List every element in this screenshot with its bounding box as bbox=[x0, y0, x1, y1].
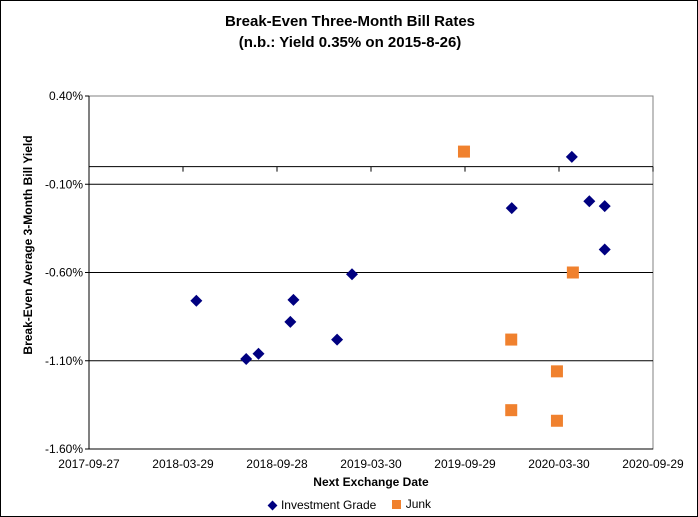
investment-grade-point bbox=[345, 268, 358, 281]
investment-grade-point bbox=[284, 315, 297, 328]
y-axis-label: Break-Even Average 3-Month Bill Yield bbox=[21, 135, 35, 354]
legend-label: Investment Grade bbox=[280, 498, 377, 512]
junk-point bbox=[550, 414, 563, 427]
junk-point bbox=[457, 145, 470, 158]
investment-grade-point bbox=[598, 243, 611, 256]
chart-title: Break-Even Three-Month Bill Rates bbox=[224, 13, 476, 30]
legend-item-junk: Junk bbox=[391, 497, 432, 511]
x-tick-label: 2019-03-30 bbox=[340, 457, 402, 471]
y-tick-label: -0.10% bbox=[45, 177, 83, 191]
investment-grade-point bbox=[252, 347, 265, 360]
x-tick-label: 2018-03-29 bbox=[152, 457, 214, 471]
investment-grade-point bbox=[505, 202, 518, 215]
square-marker-icon bbox=[391, 499, 401, 509]
x-tick-label: 2020-03-30 bbox=[528, 457, 590, 471]
y-tick-label: -0.60% bbox=[45, 266, 83, 280]
junk-point bbox=[566, 266, 579, 279]
x-tick-label: 2020-09-29 bbox=[622, 457, 684, 471]
x-axis-label: Next Exchange Date bbox=[313, 475, 429, 489]
investment-grade-point bbox=[583, 195, 596, 208]
junk-point bbox=[550, 365, 563, 378]
chart-subtitle: (n.b.: Yield 0.35% on 2015-8-26) bbox=[238, 34, 462, 51]
legend: Investment Grade Junk bbox=[1, 497, 697, 512]
legend-item-investment-grade: Investment Grade bbox=[267, 498, 377, 512]
y-tick-label: 0.40% bbox=[49, 89, 83, 103]
y-tick-label: -1.10% bbox=[45, 354, 83, 368]
legend-label: Junk bbox=[405, 497, 432, 511]
investment-grade-point bbox=[565, 150, 578, 163]
investment-grade-point bbox=[331, 333, 344, 346]
x-tick-label: 2018-09-28 bbox=[246, 457, 308, 471]
junk-point bbox=[505, 333, 518, 346]
investment-grade-point bbox=[190, 294, 203, 307]
x-tick-label: 2017-09-27 bbox=[58, 457, 120, 471]
investment-grade-point bbox=[287, 293, 300, 306]
diamond-marker-icon bbox=[267, 500, 278, 510]
y-tick-label: -1.60% bbox=[45, 442, 83, 456]
junk-point bbox=[505, 404, 518, 417]
x-tick-label: 2019-09-29 bbox=[434, 457, 496, 471]
investment-grade-point bbox=[240, 352, 253, 365]
investment-grade-point bbox=[598, 200, 611, 213]
